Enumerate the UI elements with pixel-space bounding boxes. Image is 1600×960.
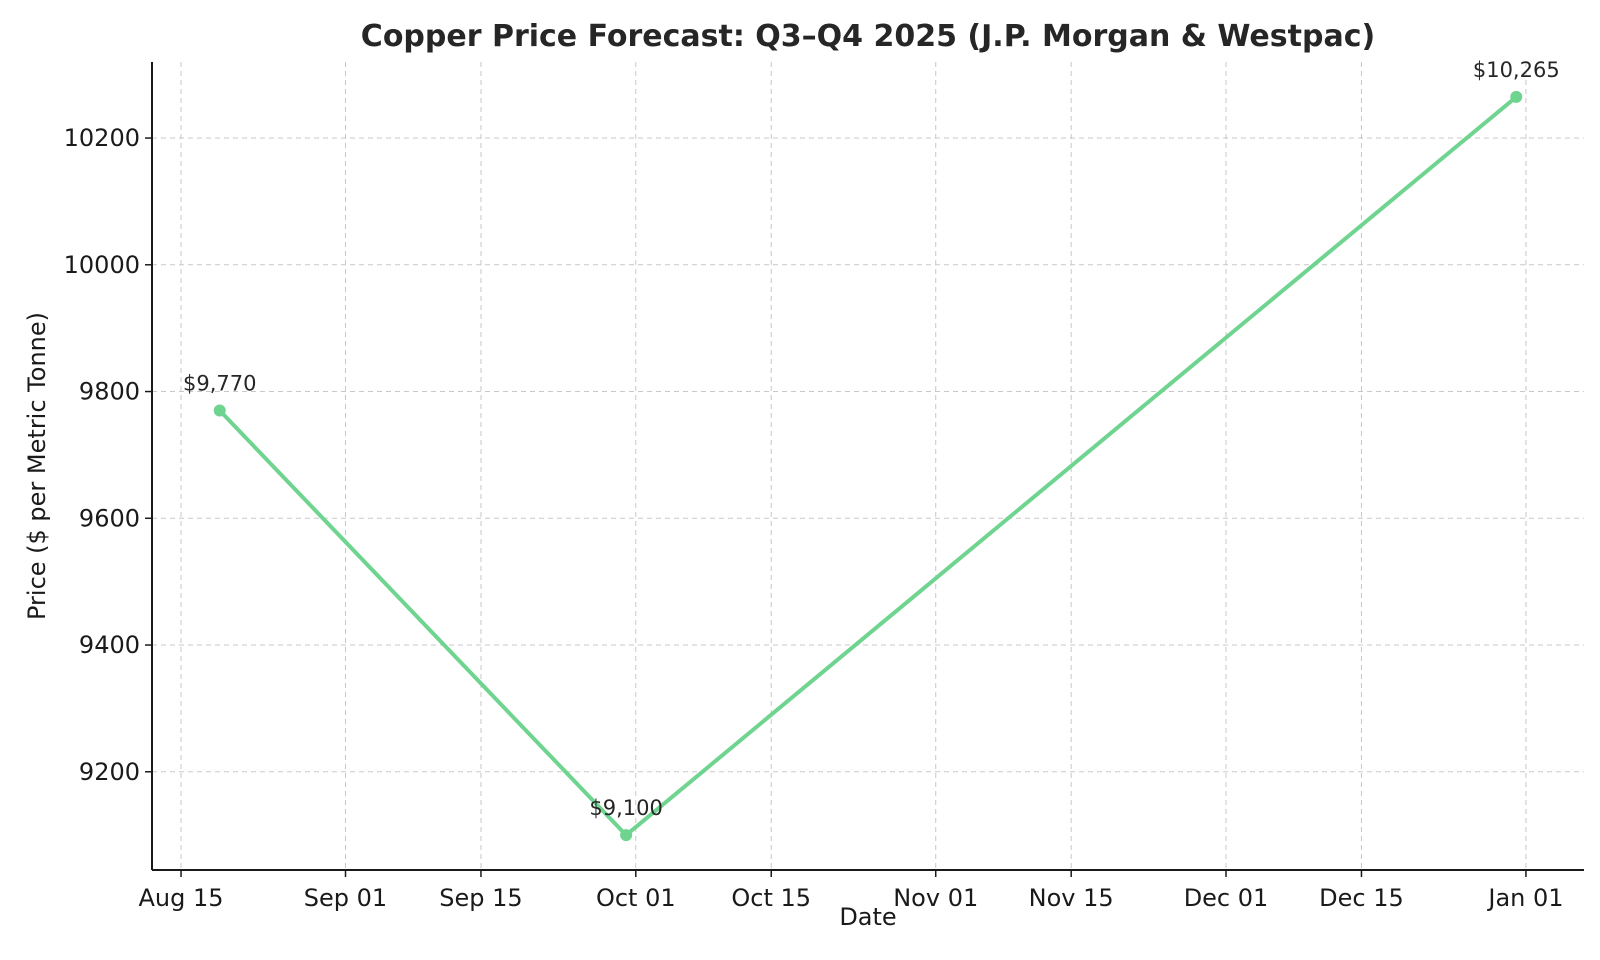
data-point <box>213 404 226 417</box>
y-axis-label: Price ($ per Metric Tonne) <box>23 312 51 620</box>
series-line <box>217 94 1519 838</box>
x-tick-label: Dec 01 <box>1184 884 1269 912</box>
chart-title: Copper Price Forecast: Q3–Q4 2025 (J.P. … <box>361 19 1375 54</box>
x-tick-label: Oct 15 <box>731 884 811 912</box>
data-label: $10,265 <box>1473 58 1560 82</box>
x-tick-label: Dec 15 <box>1319 884 1404 912</box>
y-tick-label: 9200 <box>79 758 140 786</box>
x-tick-label: Sep 01 <box>304 884 387 912</box>
y-tick-label: 9400 <box>79 631 140 659</box>
series <box>213 90 1523 842</box>
x-axis-label: Date <box>839 903 896 931</box>
axes: Aug 15 Sep 01 Sep 15 Oct 01 Oct 15 Nov 01 Nov … <box>64 62 1584 912</box>
data-label: $9,100 <box>589 796 662 820</box>
data-labels: $9,770 $9,100 $10,265 <box>183 58 1560 820</box>
data-point <box>620 829 633 842</box>
data-point <box>1510 90 1523 103</box>
grid <box>152 62 1584 870</box>
x-tick-label: Aug 15 <box>139 884 224 912</box>
data-label: $9,770 <box>183 372 256 396</box>
y-tick-label: 10000 <box>64 251 140 279</box>
x-tick-label: Sep 15 <box>439 884 522 912</box>
y-tick-label: 10200 <box>64 124 140 152</box>
x-tick-label: Nov 01 <box>893 884 978 912</box>
x-tick-label: Nov 15 <box>1029 884 1114 912</box>
x-tick-label: Jan 01 <box>1486 884 1563 912</box>
y-tick-label: 9800 <box>79 378 140 406</box>
y-tick-label: 9600 <box>79 504 140 532</box>
x-tick-label: Oct 01 <box>596 884 676 912</box>
